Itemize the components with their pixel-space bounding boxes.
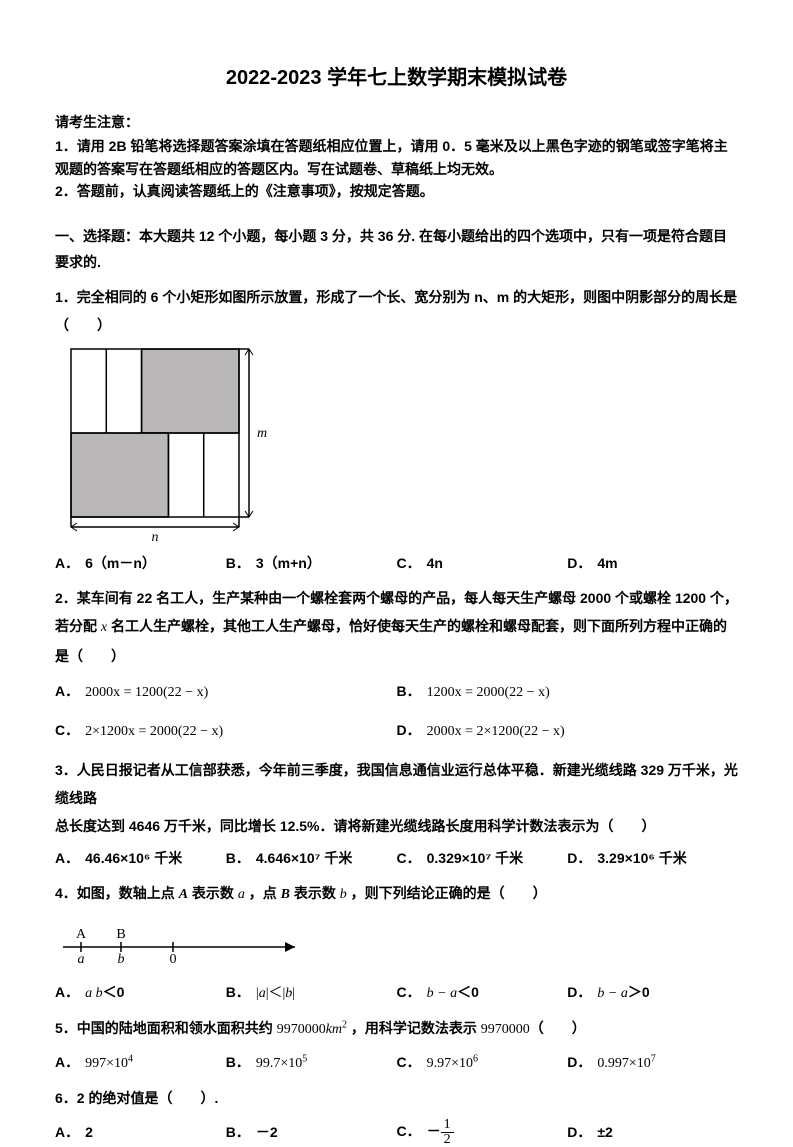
svg-text:m: m: [257, 426, 267, 441]
section-1-head: 一、选择题：本大题共 12 个小题，每小题 3 分，共 36 分. 在每小题给出…: [55, 224, 738, 274]
q3-opt-d[interactable]: D．3.29×10⁶ 千米: [567, 846, 738, 871]
svg-text:0: 0: [170, 952, 177, 965]
q3-opt-b[interactable]: B．4.646×10⁷ 千米: [226, 846, 397, 871]
q2-opt-d[interactable]: D．2000x = 2×1200(22 − x): [397, 715, 739, 748]
q2-options-row1: A．2000x = 1200(22 − x) B．1200x = 2000(22…: [55, 676, 738, 709]
q4-figure: A Ba b 0: [55, 919, 738, 974]
q4-opt-b[interactable]: B．|a|＜|b|: [226, 980, 397, 1006]
q3-opt-c[interactable]: C．0.329×10⁷ 千米: [397, 846, 568, 871]
q4-text: 4．如图，数轴上点 A 表示数 a ，点 B 表示数 b ，则下列结论正确的是（…: [55, 879, 738, 909]
svg-text:a: a: [78, 952, 85, 965]
page-title: 2022-2023 学年七上数学期末模拟试卷: [55, 60, 738, 96]
q1-options: A．6（m－n） B．3（m+n） C．4n D．4m: [55, 551, 738, 576]
q1-opt-c[interactable]: C．4n: [397, 551, 568, 576]
q5-opt-a[interactable]: A．997×104: [55, 1050, 226, 1076]
q3-options: A．46.46×10⁶ 千米 B．4.646×10⁷ 千米 C．0.329×10…: [55, 846, 738, 871]
notice-1: 1．请用 2B 铅笔将选择题答案涂填在答题纸相应位置上，请用 0．5 毫米及以上…: [55, 135, 738, 180]
notice-head: 请考生注意：: [55, 110, 738, 135]
q6-opt-d[interactable]: D．±2: [567, 1120, 738, 1145]
q6-options: A．2 B．－2 C．－12 D．±2: [55, 1118, 738, 1147]
q1-opt-d[interactable]: D．4m: [567, 551, 738, 576]
q1-opt-a[interactable]: A．6（m－n）: [55, 551, 226, 576]
q6-opt-c[interactable]: C．－12: [397, 1118, 568, 1147]
q5-text: 5．中国的陆地面积和领水面积共约 9970000km2 ，用科学记数法表示 99…: [55, 1014, 738, 1044]
q2-opt-a[interactable]: A．2000x = 1200(22 − x): [55, 676, 397, 709]
q5-opt-b[interactable]: B．99.7×105: [226, 1050, 397, 1076]
q4-opt-a[interactable]: A．a b＜0: [55, 980, 226, 1006]
q5-options: A．997×104 B．99.7×105 C．9.97×106 D．0.997×…: [55, 1050, 738, 1076]
svg-text:A: A: [76, 927, 87, 942]
q6-text: 6．2 的绝对值是（ ）.: [55, 1084, 738, 1112]
notice-2: 2．答题前，认真阅读答题纸上的《注意事项》，按规定答题。: [55, 180, 738, 202]
q6-opt-a[interactable]: A．2: [55, 1120, 226, 1145]
q5-opt-c[interactable]: C．9.97×106: [397, 1050, 568, 1076]
q6-opt-b[interactable]: B．－2: [226, 1120, 397, 1145]
q4-opt-c[interactable]: C．b − a＜0: [397, 980, 568, 1006]
svg-text:n: n: [152, 530, 159, 545]
svg-text:B: B: [116, 927, 125, 942]
svg-text:b: b: [118, 952, 125, 965]
q2-options-row2: C．2×1200x = 2000(22 − x) D．2000x = 2×120…: [55, 715, 738, 748]
q2-opt-b[interactable]: B．1200x = 2000(22 − x): [397, 676, 739, 709]
q1-text: 1．完全相同的 6 个小矩形如图所示放置，形成了一个长、宽分别为 n、m 的大矩…: [55, 283, 738, 339]
q5-opt-d[interactable]: D．0.997×107: [567, 1050, 738, 1076]
q3-text-2: 总长度达到 4646 万千米，同比增长 12.5%．请将新建光缆线路长度用科学计…: [55, 812, 738, 840]
q4-options: A．a b＜0 B．|a|＜|b| C．b − a＜0 D．b − a＞0: [55, 980, 738, 1006]
q1-opt-b[interactable]: B．3（m+n）: [226, 551, 397, 576]
q1-figure: nm: [55, 345, 738, 545]
q2-text: 2．某车间有 22 名工人，生产某种由一个螺栓套两个螺母的产品，每人每天生产螺母…: [55, 584, 738, 670]
q3-text-1: 3．人民日报记者从工信部获悉，今年前三季度，我国信息通信业运行总体平稳．新建光缆…: [55, 756, 738, 812]
q2-opt-c[interactable]: C．2×1200x = 2000(22 − x): [55, 715, 397, 748]
q4-opt-d[interactable]: D．b − a＞0: [567, 980, 738, 1006]
q3-opt-a[interactable]: A．46.46×10⁶ 千米: [55, 846, 226, 871]
